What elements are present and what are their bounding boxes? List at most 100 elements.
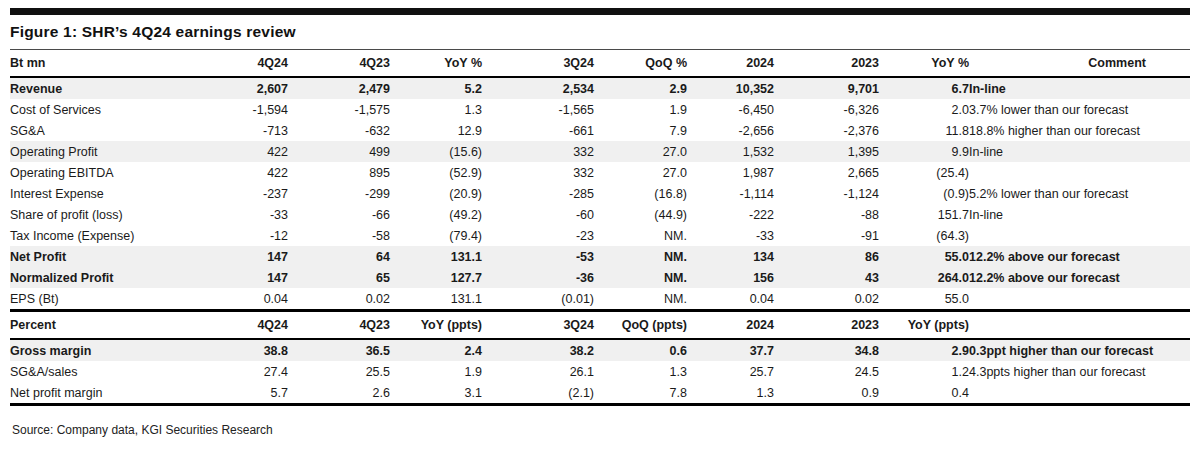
- earnings-table-body: Bt mn4Q244Q23YoY %3Q24QoQ %20242023YoY %…: [10, 50, 1190, 405]
- cell-value: -66: [288, 204, 390, 225]
- table-row: Operating Profit422499(15.6)33227.01,532…: [10, 141, 1190, 162]
- cell-value: 7.8: [594, 382, 687, 405]
- cell-value: 9,701: [774, 77, 879, 99]
- cell-value: 3.1: [390, 382, 482, 405]
- comment-cell: 4.3ppts higher than our forecast: [969, 361, 1190, 382]
- cell-value: -33: [687, 225, 774, 246]
- cell-value: 12.9: [390, 120, 482, 141]
- cell-value: -33: [210, 204, 288, 225]
- cell-value: 38.2: [482, 339, 594, 361]
- cell-value: 27.4: [210, 361, 288, 382]
- column-header: 2023: [774, 311, 879, 340]
- cell-value: -58: [288, 225, 390, 246]
- row-label: SG&A: [10, 120, 210, 141]
- cell-value: 422: [210, 141, 288, 162]
- row-label: Interest Expense: [10, 183, 210, 204]
- cell-value: 0.04: [210, 288, 288, 311]
- comment-cell: 3.7% lower than our forecast: [969, 99, 1190, 120]
- cell-value: 2.9: [594, 77, 687, 99]
- cell-value: 55.0: [879, 288, 969, 311]
- cell-value: 27.0: [594, 162, 687, 183]
- cell-value: 5.2: [390, 77, 482, 99]
- row-label: Operating Profit: [10, 141, 210, 162]
- cell-value: -1,114: [687, 183, 774, 204]
- cell-value: 1.3: [390, 99, 482, 120]
- cell-value: -2,376: [774, 120, 879, 141]
- cell-value: 1,395: [774, 141, 879, 162]
- cell-value: 2.0: [879, 99, 969, 120]
- table-row: Interest Expense-237-299(20.9)-285(16.8)…: [10, 183, 1190, 204]
- cell-value: 895: [288, 162, 390, 183]
- cell-value: 0.6: [594, 339, 687, 361]
- cell-value: 36.5: [288, 339, 390, 361]
- cell-value: 264.0: [879, 267, 969, 288]
- figure-title: Figure 1: SHR’s 4Q24 earnings review: [10, 23, 1190, 41]
- report-figure-page: Figure 1: SHR’s 4Q24 earnings review Bt …: [0, 0, 1200, 437]
- cell-value: 1,987: [687, 162, 774, 183]
- row-label: Revenue: [10, 77, 210, 99]
- cell-value: 64: [288, 246, 390, 267]
- cell-value: NM.: [594, 288, 687, 311]
- comment-cell: 12.2% above our forecast: [969, 246, 1190, 267]
- cell-value: NM.: [594, 246, 687, 267]
- cell-value: -713: [210, 120, 288, 141]
- column-header: 3Q24: [482, 50, 594, 77]
- cell-value: (16.8): [594, 183, 687, 204]
- cell-value: 422: [210, 162, 288, 183]
- comment-cell: In-line: [969, 77, 1190, 99]
- table-row: SG&A/sales27.425.51.926.11.325.724.51.24…: [10, 361, 1190, 382]
- percent-header-row: Percent4Q244Q23YoY (ppts)3Q24QoQ (ppts)2…: [10, 311, 1190, 340]
- cell-value: 24.5: [774, 361, 879, 382]
- row-label: Net profit margin: [10, 382, 210, 405]
- cell-value: -36: [482, 267, 594, 288]
- table-row: Revenue2,6072,4795.22,5342.910,3529,7016…: [10, 77, 1190, 99]
- cell-value: -632: [288, 120, 390, 141]
- column-header: 4Q23: [288, 50, 390, 77]
- cell-value: 0.04: [687, 288, 774, 311]
- column-header: YoY %: [879, 50, 969, 77]
- comment-cell: [969, 382, 1190, 405]
- cell-value: 37.7: [687, 339, 774, 361]
- cell-value: 131.1: [390, 246, 482, 267]
- cell-value: (64.3): [879, 225, 969, 246]
- cell-value: 9.9: [879, 141, 969, 162]
- cell-value: 127.7: [390, 267, 482, 288]
- cell-value: -60: [482, 204, 594, 225]
- cell-value: (44.9): [594, 204, 687, 225]
- column-header: 2023: [774, 50, 879, 77]
- column-header: 2024: [687, 311, 774, 340]
- row-label: Cost of Services: [10, 99, 210, 120]
- cell-value: -237: [210, 183, 288, 204]
- cell-value: 25.5: [288, 361, 390, 382]
- cell-value: 2.9: [879, 339, 969, 361]
- column-header: 4Q24: [210, 311, 288, 340]
- comment-cell: 5.2% lower than our forecast: [969, 183, 1190, 204]
- cell-value: 2.4: [390, 339, 482, 361]
- cell-value: -661: [482, 120, 594, 141]
- row-label: EPS (Bt): [10, 288, 210, 311]
- table-row: Normalized Profit14765127.7-36NM.1564326…: [10, 267, 1190, 288]
- row-label: Gross margin: [10, 339, 210, 361]
- cell-value: -88: [774, 204, 879, 225]
- cell-value: 43: [774, 267, 879, 288]
- row-label: Net Profit: [10, 246, 210, 267]
- cell-value: (15.6): [390, 141, 482, 162]
- cell-value: 5.7: [210, 382, 288, 405]
- cell-value: 86: [774, 246, 879, 267]
- row-label: SG&A/sales: [10, 361, 210, 382]
- row-label: Operating EBITDA: [10, 162, 210, 183]
- cell-value: 65: [288, 267, 390, 288]
- cell-value: 151.7: [879, 204, 969, 225]
- cell-value: 1.2: [879, 361, 969, 382]
- cell-value: -53: [482, 246, 594, 267]
- cell-value: -2,656: [687, 120, 774, 141]
- cell-value: 499: [288, 141, 390, 162]
- cell-value: (25.4): [879, 162, 969, 183]
- source-note: Source: Company data, KGI Securities Res…: [10, 423, 1190, 437]
- table-row: Tax Income (Expense)-12-58(79.4)-23NM.-3…: [10, 225, 1190, 246]
- cell-value: 1.3: [594, 361, 687, 382]
- cell-value: (2.1): [482, 382, 594, 405]
- column-header: [969, 311, 1190, 340]
- column-header: QoQ %: [594, 50, 687, 77]
- cell-value: -299: [288, 183, 390, 204]
